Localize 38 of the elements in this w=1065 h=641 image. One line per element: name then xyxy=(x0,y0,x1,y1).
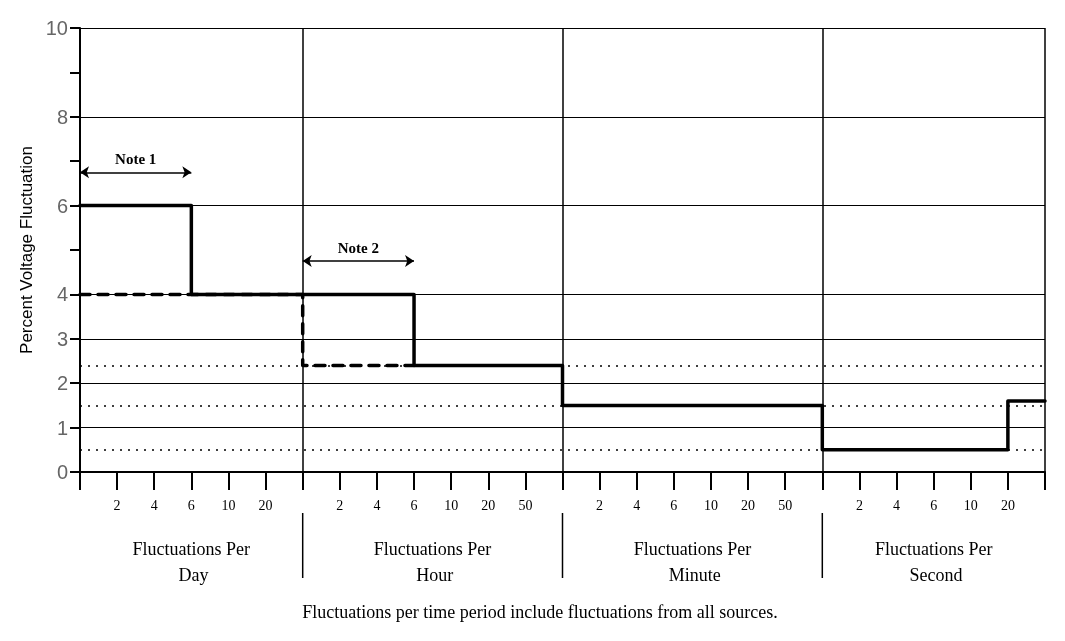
text: Fluctuations Per Minute xyxy=(633,539,752,585)
x-tick-label: 10 xyxy=(703,497,718,513)
x-tick-label: 6 xyxy=(670,497,678,513)
x-tick-label: 2 xyxy=(855,497,863,513)
y-tick-label: 0 xyxy=(56,461,68,483)
y-tick-label: 2 xyxy=(56,372,68,395)
y-tick-label: 3 xyxy=(56,327,68,350)
x-tick-label: 4 xyxy=(633,497,641,513)
text: Fluctuations Per Second xyxy=(874,539,993,585)
x-tick-label: 4 xyxy=(893,497,901,513)
y-tick-label: 4 xyxy=(56,283,68,306)
x-tick-label: 20 xyxy=(1000,497,1015,513)
y-tick-label: 1 xyxy=(56,416,68,439)
x-tick-label: 10 xyxy=(444,497,459,513)
annotation: Note 1 xyxy=(115,150,157,167)
x-tick-label: 2 xyxy=(596,497,604,513)
x-tick-label: 2 xyxy=(336,497,344,513)
annotation: Note 2 xyxy=(337,239,379,256)
x-tick-label: 20 xyxy=(481,497,496,513)
text: Fluctuations per time period include fluctuations from all sources. xyxy=(302,602,778,622)
x-tick-label: 2 xyxy=(113,497,121,513)
x-tick-label: 50 xyxy=(518,497,533,513)
y-tick-label: 6 xyxy=(56,194,68,217)
x-tick-label: 4 xyxy=(150,497,158,513)
x-tick-label: 4 xyxy=(373,497,381,513)
x-tick-label: 6 xyxy=(410,497,418,513)
x-tick-label: 10 xyxy=(963,497,978,513)
x-tick-label: 6 xyxy=(187,497,195,513)
x-tick-label: 10 xyxy=(221,497,236,513)
x-tick-label: 20 xyxy=(741,497,756,513)
y-tick-label: 10 xyxy=(45,17,68,39)
text: Fluctuations Per Day xyxy=(132,539,251,585)
x-tick-label: 50 xyxy=(778,497,793,513)
text: Fluctuations Per Hour xyxy=(373,539,492,585)
y-tick-label: 8 xyxy=(56,105,68,128)
x-tick-label: 20 xyxy=(258,497,273,513)
y-axis-title: Percent Voltage Fluctuation xyxy=(16,146,36,354)
x-tick-label: 6 xyxy=(930,497,938,513)
